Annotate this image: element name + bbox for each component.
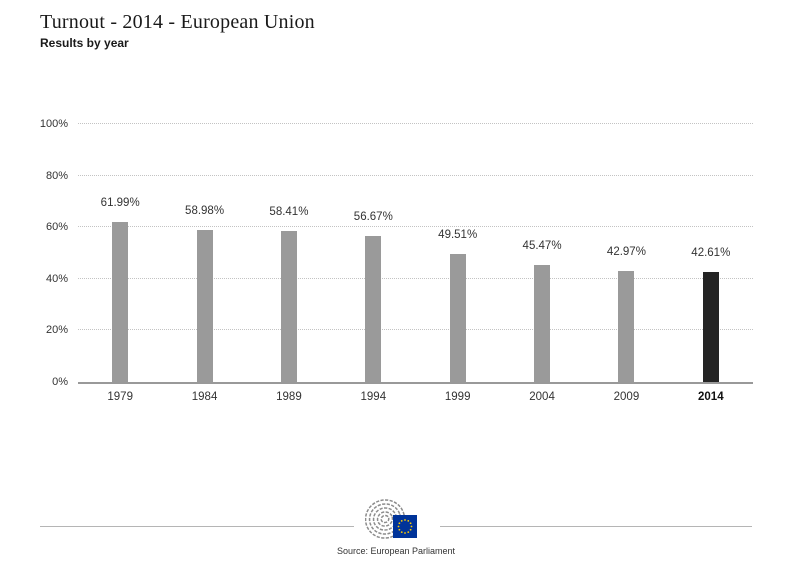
bar-slot-1984: 58.98% 1984 [162, 124, 246, 403]
bar-value-2014: 42.61% [691, 247, 731, 260]
bar-value-1984: 58.98% [185, 204, 225, 217]
bar-slot-1999: 49.51% 1999 [416, 124, 500, 403]
bar-value-1999: 49.51% [438, 229, 478, 242]
y-axis-label-100: 100% [39, 118, 68, 130]
bar-slot-1989: 58.41% 1989 [247, 124, 331, 403]
x-axis-label-1979: 1979 [107, 391, 133, 403]
x-axis-label-2009: 2009 [613, 391, 640, 403]
gridline-20 [78, 329, 753, 331]
bar-value-2004: 45.47% [522, 239, 562, 252]
y-axis-label-40: 40% [45, 272, 68, 285]
bar-value-2009: 42.97% [606, 246, 646, 259]
y-axis-label-80: 80% [45, 169, 68, 182]
eu-flag-icon [393, 515, 417, 538]
bar-slot-1979: 61.99% 1979 [78, 124, 162, 403]
chart-subtitle: Results by year [40, 36, 129, 50]
bar-1984 [196, 229, 213, 382]
x-axis-label-2014: 2014 [698, 391, 724, 403]
bar-1979 [112, 222, 129, 382]
gridline-80 [78, 174, 753, 176]
y-axis-label-60: 60% [45, 221, 68, 234]
bar-2009 [618, 271, 635, 382]
bar-1989 [280, 231, 297, 382]
x-axis-label-1989: 1989 [276, 391, 302, 403]
bar-value-1989: 58.41% [269, 206, 309, 219]
gridline-100 [78, 123, 753, 124]
bar-2004 [534, 264, 551, 382]
y-axis-label-0: 0% [52, 376, 68, 388]
footer-divider-right [440, 526, 752, 527]
gridline-40 [78, 277, 753, 279]
bar-1994 [365, 235, 382, 382]
plot-area: 0% 20% 40% 60% 80% 100% 61.99% 1979 58.98% 1984 58… [40, 118, 753, 403]
bar-slot-1994: 56.67% 1994 [331, 124, 415, 403]
x-axis-line [78, 382, 753, 384]
bar-value-1994: 56.67% [353, 210, 393, 223]
bar-1999 [449, 254, 466, 382]
bar-slot-2014: 42.61% 2014 [669, 124, 753, 403]
bar-value-1979: 61.99% [100, 197, 140, 210]
bar-2014 [702, 272, 719, 382]
x-axis-label-2004: 2004 [529, 391, 555, 403]
x-axis-label-1984: 1984 [191, 391, 218, 403]
gridline-60 [78, 226, 753, 228]
chart-title: Turnout - 2014 - European Union [40, 11, 315, 33]
bar-slot-2004: 45.47% 2004 [500, 124, 584, 403]
x-axis-label-1999: 1999 [444, 391, 471, 403]
y-axis-label-20: 20% [45, 324, 68, 337]
source-text: Source: European Parliament [336, 546, 456, 556]
european-parliament-logo [365, 499, 417, 539]
footer-divider-left [40, 526, 354, 527]
bar-slot-2009: 42.97% 2009 [584, 124, 668, 403]
x-axis-label-1994: 1994 [360, 391, 387, 403]
